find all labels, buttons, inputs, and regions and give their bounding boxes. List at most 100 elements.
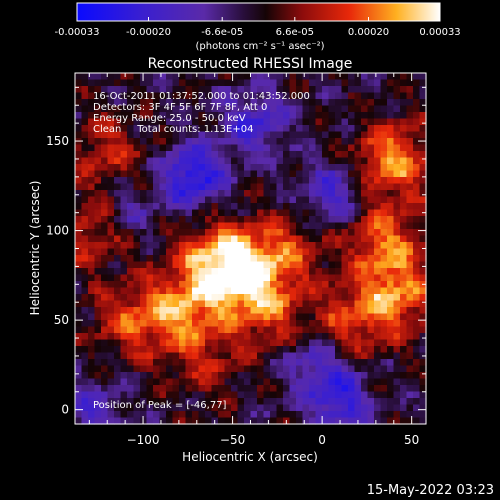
heatmap-cell [296, 385, 304, 393]
heatmap-cell [387, 313, 395, 321]
heatmap-cell [374, 151, 382, 159]
heatmap-cell [361, 248, 369, 256]
heatmap-cell [198, 190, 206, 198]
heatmap-cell [328, 313, 336, 321]
heatmap-cell [263, 183, 271, 191]
heatmap-cell [198, 222, 206, 230]
heatmap-cell [335, 346, 343, 354]
heatmap-cell [328, 333, 336, 341]
heatmap-cell [218, 203, 226, 211]
heatmap-cell [309, 248, 317, 256]
heatmap-cell [88, 294, 96, 302]
heatmap-cell [263, 105, 271, 113]
heatmap-cell [159, 352, 167, 360]
heatmap-cell [309, 190, 317, 198]
heatmap-cell [257, 235, 265, 243]
heatmap-cell [289, 261, 297, 269]
heatmap-cell [185, 92, 193, 100]
heatmap-cell [283, 352, 291, 360]
heatmap-cell [250, 365, 258, 373]
heatmap-cell [172, 417, 180, 425]
heatmap-cell [335, 352, 343, 360]
heatmap-cell [296, 118, 304, 126]
heatmap-cell [367, 216, 375, 224]
heatmap-cell [283, 118, 291, 126]
heatmap-cell [114, 378, 122, 386]
heatmap-cell [75, 268, 83, 276]
heatmap-cell [263, 261, 271, 269]
heatmap-cell [270, 313, 278, 321]
heatmap-cell [185, 144, 193, 152]
heatmap-cell [270, 118, 278, 126]
heatmap-cell [198, 216, 206, 224]
heatmap-cell [231, 118, 239, 126]
heatmap-cell [380, 79, 388, 87]
heatmap-cell [406, 177, 414, 185]
heatmap-cell [166, 365, 174, 373]
heatmap-cell [309, 274, 317, 282]
heatmap-cell [172, 235, 180, 243]
heatmap-cell [172, 112, 180, 120]
heatmap-cell [166, 196, 174, 204]
heatmap-cell [114, 118, 122, 126]
heatmap-cell [341, 313, 349, 321]
heatmap-cell [75, 385, 83, 393]
heatmap-cell [88, 190, 96, 198]
heatmap-cell [159, 235, 167, 243]
heatmap-cell [302, 411, 310, 419]
heatmap-cell [348, 144, 356, 152]
heatmap-cell [263, 281, 271, 289]
heatmap-cell [341, 326, 349, 334]
heatmap-cell [172, 92, 180, 100]
heatmap-cell [224, 144, 232, 152]
heatmap-cell [218, 378, 226, 386]
heatmap-cell [185, 79, 193, 87]
heatmap-cell [88, 73, 96, 81]
heatmap-cell [289, 131, 297, 139]
heatmap-cell [302, 333, 310, 341]
heatmap-cell [406, 203, 414, 211]
heatmap-cell [198, 235, 206, 243]
heatmap-cell [315, 131, 323, 139]
heatmap-cell [387, 79, 395, 87]
heatmap-cell [127, 359, 135, 367]
heatmap-cell [101, 99, 109, 107]
heatmap-cell [328, 183, 336, 191]
heatmap-cell [257, 404, 265, 412]
heatmap-cell [276, 398, 284, 406]
heatmap-cell [224, 177, 232, 185]
heatmap-cell [166, 242, 174, 250]
heatmap-cell [270, 404, 278, 412]
heatmap-cell [140, 235, 148, 243]
heatmap-cell [270, 248, 278, 256]
heatmap-cell [296, 235, 304, 243]
heatmap-cell [88, 359, 96, 367]
heatmap-cell [374, 164, 382, 172]
heatmap-cell [419, 274, 427, 282]
heatmap-cell [166, 190, 174, 198]
heatmap-cell [302, 313, 310, 321]
heatmap-cell [146, 183, 154, 191]
heatmap-cell [380, 112, 388, 120]
heatmap-cell [289, 300, 297, 308]
heatmap-cell [322, 235, 330, 243]
heatmap-cell [120, 339, 128, 347]
heatmap-cell [257, 307, 265, 315]
heatmap-cell [270, 255, 278, 263]
heatmap-cell [237, 372, 245, 380]
heatmap-cell [263, 177, 271, 185]
heatmap-cell [367, 359, 375, 367]
heatmap-cell [322, 281, 330, 289]
heatmap-cell [328, 352, 336, 360]
heatmap-cell [81, 151, 89, 159]
heatmap-cell [309, 196, 317, 204]
heatmap-cell [341, 385, 349, 393]
heatmap-cell [159, 346, 167, 354]
heatmap-cell [302, 177, 310, 185]
heatmap-cell [101, 268, 109, 276]
heatmap-cell [192, 378, 200, 386]
heatmap-cell [114, 300, 122, 308]
heatmap-cell [322, 261, 330, 269]
heatmap-cell [276, 346, 284, 354]
heatmap-cell [296, 300, 304, 308]
